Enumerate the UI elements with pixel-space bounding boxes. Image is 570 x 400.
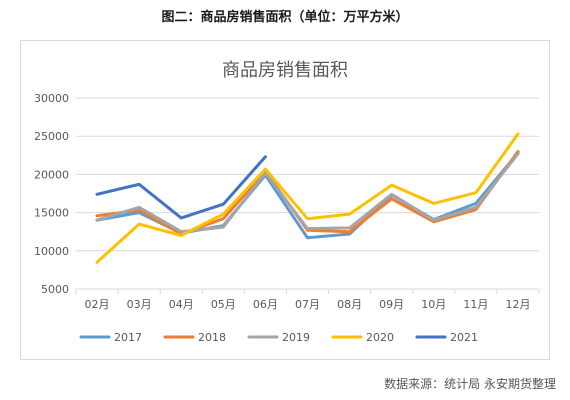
- chart-container: 商品房销售面积 5000 10000 15000 20000 25000 30000 02月 0…: [20, 40, 550, 360]
- series-line-2017: [95, 151, 520, 240]
- line-chart: 商品房销售面积 5000 10000 15000 20000 25000 30000 02月 0…: [34, 60, 540, 344]
- y-tick-label: 25000: [34, 130, 69, 143]
- x-tick-label: 12月: [505, 298, 530, 311]
- x-tick-label: 02月: [85, 298, 110, 311]
- legend-label-2021: 2021: [450, 331, 478, 344]
- legend-label-2018: 2018: [198, 331, 226, 344]
- x-tick-label: 04月: [169, 298, 194, 311]
- chart-title: 商品房销售面积: [222, 60, 348, 81]
- source-note: 数据来源：统计局 永安期货整理: [384, 377, 556, 391]
- x-tick-label: 05月: [211, 298, 236, 311]
- x-tick-label: 07月: [295, 298, 320, 311]
- x-tick-label: 11月: [463, 298, 488, 311]
- series-line-2018: [95, 150, 520, 236]
- y-tick-label: 10000: [34, 245, 69, 258]
- y-tick-label: 5000: [41, 283, 69, 296]
- x-tick-label: 08月: [337, 298, 362, 311]
- figure-title: 图二：商品房销售面积（单位：万平方米）: [161, 10, 409, 25]
- series-line-2021: [95, 155, 267, 220]
- x-tick-label: 03月: [127, 298, 152, 311]
- legend-label-2020: 2020: [366, 331, 394, 344]
- y-tick-label: 15000: [34, 207, 69, 220]
- legend-label-2019: 2019: [282, 331, 310, 344]
- x-tick-label: 06月: [253, 298, 278, 311]
- y-tick-label: 20000: [34, 168, 69, 181]
- x-tick-label: 09月: [379, 298, 404, 311]
- series-line-2020: [95, 132, 520, 264]
- legend-label-2017: 2017: [114, 331, 142, 344]
- y-tick-label: 30000: [34, 92, 69, 105]
- x-tick-label: 10月: [421, 298, 446, 311]
